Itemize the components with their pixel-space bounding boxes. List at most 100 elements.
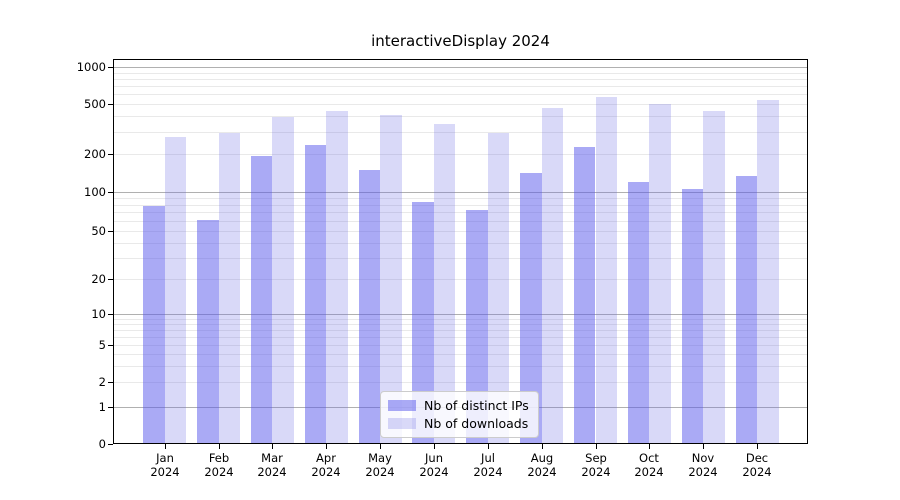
major-gridline-1000 [114,67,807,68]
y-tick-mark-50 [108,231,113,232]
minor-gridline-9 [114,319,807,320]
x-tick-mark-may [380,444,381,449]
minor-gridline-3 [114,366,807,367]
bar-downloads-aug [541,108,564,443]
legend: Nb of distinct IPs Nb of downloads [380,391,539,438]
minor-gridline-900 [114,73,807,74]
x-tick-label-mar: Mar 2024 [240,451,304,479]
x-tick-mark-dec [757,444,758,449]
bar-ips-aug [520,173,542,443]
y-tick-mark-10 [108,314,113,315]
minor-gridline-4 [114,354,807,355]
minor-gridline-200 [114,154,807,155]
bar-downloads-mar [272,117,294,443]
bar-ips-feb [197,220,219,443]
legend-label-downloads: Nb of downloads [424,416,529,431]
minor-gridline-5 [114,345,807,346]
x-tick-mark-nov [703,444,704,449]
bar-downloads-jan [164,137,187,443]
y-tick-label-20: 20 [91,272,106,286]
x-tick-year-oct: 2024 [634,465,664,479]
x-tick-year-jul: 2024 [473,465,503,479]
x-tick-label-feb: Feb 2024 [187,451,251,479]
x-tick-year-nov: 2024 [688,465,718,479]
y-tick-mark-200 [108,154,113,155]
x-tick-label-may: May 2024 [348,451,412,479]
bar-downloads-sep [595,97,618,443]
legend-item-distinct-ips: Nb of distinct IPs [388,398,529,413]
y-tick-mark-20 [108,279,113,280]
minor-gridline-6 [114,337,807,338]
x-tick-label-sep: Sep 2024 [564,451,628,479]
x-tick-year-may: 2024 [365,465,395,479]
x-tick-mark-jun [434,444,435,449]
minor-gridline-90 [114,198,807,199]
minor-gridline-60 [114,221,807,222]
x-tick-year-jan: 2024 [150,465,180,479]
x-tick-label-jun: Jun 2024 [402,451,466,479]
y-tick-label-500: 500 [84,97,106,111]
x-tick-year-feb: 2024 [204,465,234,479]
y-tick-mark-2 [108,382,113,383]
x-tick-label-aug: Aug 2024 [510,451,574,479]
minor-gridline-50 [114,231,807,232]
minor-gridline-800 [114,79,807,80]
x-tick-year-aug: 2024 [527,465,557,479]
bar-ips-nov [681,189,704,443]
bar-ips-jun [412,202,434,443]
y-tick-mark-0 [108,444,113,445]
x-tick-year-apr: 2024 [311,465,341,479]
plot-area: Nb of distinct IPs Nb of downloads [113,59,808,444]
y-tick-label-10: 10 [91,307,106,321]
y-tick-mark-500 [108,104,113,105]
bar-ips-sep [573,147,596,443]
y-tick-mark-5 [108,345,113,346]
minor-gridline-70 [114,212,807,213]
bar-ips-dec [735,176,758,443]
minor-gridline-300 [114,132,807,133]
y-tick-label-0: 0 [98,437,106,451]
y-tick-mark-1000 [108,67,113,68]
bar-downloads-oct [649,104,671,443]
y-tick-mark-1 [108,407,113,408]
y-tick-mark-100 [108,192,113,193]
bar-downloads-jul [487,133,510,443]
x-tick-year-mar: 2024 [257,465,287,479]
bar-ips-jul [466,210,488,443]
x-tick-mark-jan [165,444,166,449]
x-tick-label-apr: Apr 2024 [294,451,358,479]
bar-downloads-dec [757,100,779,443]
chart-title: interactiveDisplay 2024 [371,32,550,50]
x-tick-mark-oct [649,444,650,449]
y-tick-label-200: 200 [84,147,106,161]
minor-gridline-30 [114,258,807,259]
y-tick-label-2: 2 [98,375,106,389]
minor-gridline-600 [114,94,807,95]
y-tick-label-50: 50 [91,224,106,238]
bar-ips-mar [250,156,273,443]
x-tick-mark-mar [272,444,273,449]
minor-gridline-700 [114,86,807,87]
x-tick-label-jul: Jul 2024 [456,451,520,479]
major-gridline-10 [114,314,807,315]
x-tick-year-jun: 2024 [419,465,449,479]
x-tick-mark-feb [219,444,220,449]
legend-item-downloads: Nb of downloads [388,416,529,431]
y-tick-label-5: 5 [98,338,106,352]
bar-ips-may [358,170,381,443]
bar-downloads-may [380,115,402,443]
minor-gridline-20 [114,279,807,280]
minor-gridline-7 [114,330,807,331]
x-tick-mark-jul [488,444,489,449]
bar-ips-apr [304,145,327,443]
x-tick-mark-sep [596,444,597,449]
x-tick-label-oct: Oct 2024 [617,451,681,479]
y-tick-label-100: 100 [84,185,106,199]
x-tick-mark-aug [542,444,543,449]
y-tick-label-1000: 1000 [76,60,106,74]
legend-swatch-downloads [388,418,416,429]
bar-ips-oct [627,182,650,443]
minor-gridline-500 [114,104,807,105]
legend-label-distinct-ips: Nb of distinct IPs [424,398,529,413]
